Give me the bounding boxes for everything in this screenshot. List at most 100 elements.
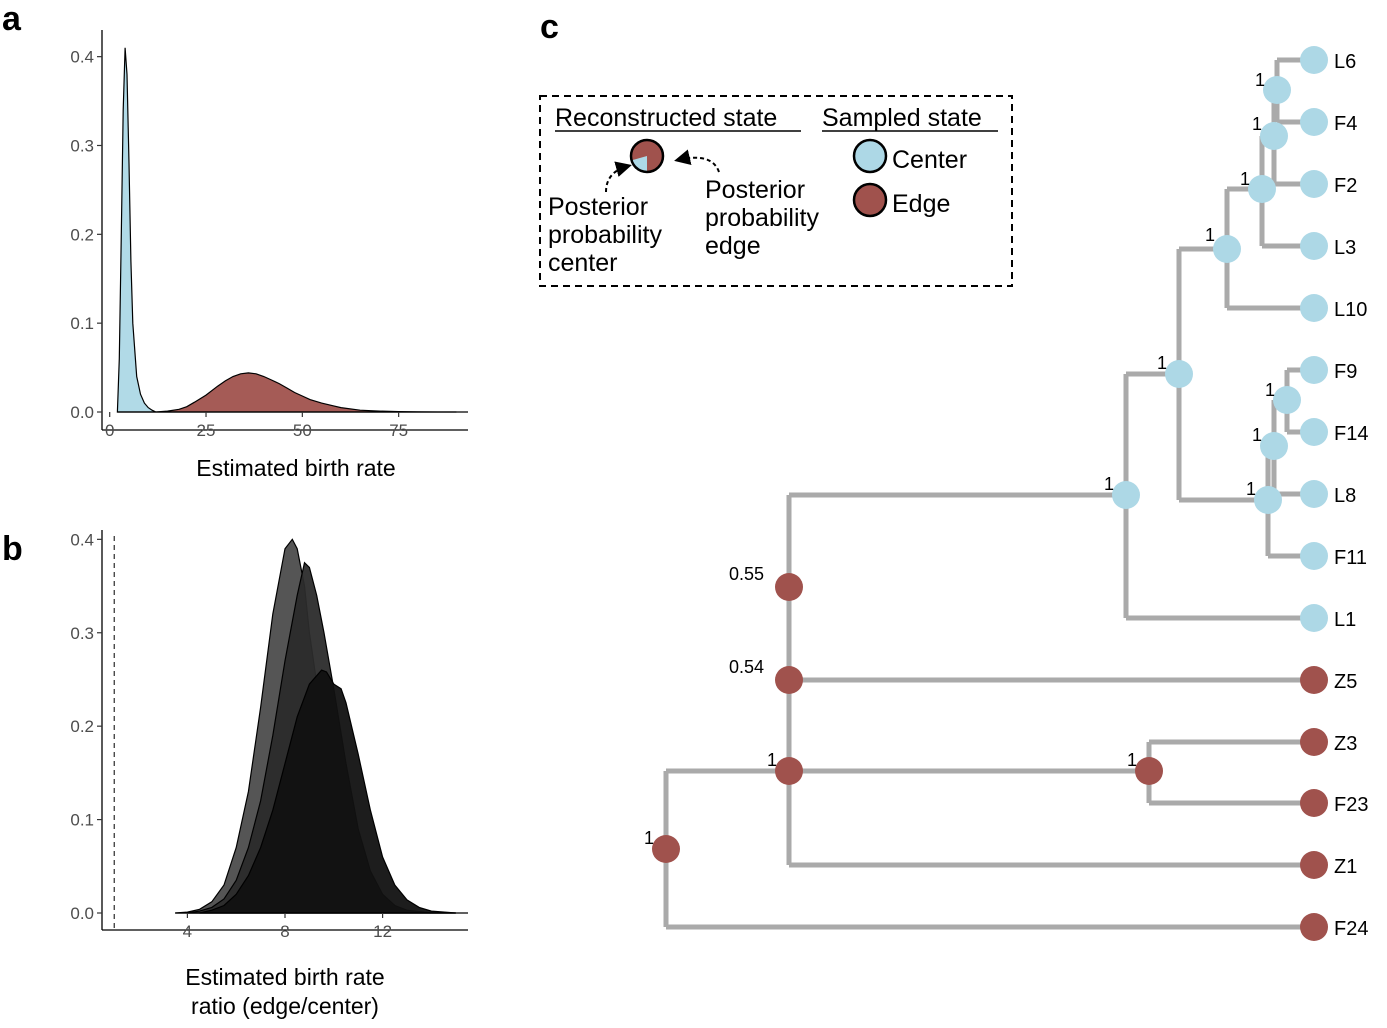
b-xtick-label-1: 8 [280, 922, 289, 941]
node-n12 [1260, 432, 1288, 460]
chart-b-x-label-line2: ratio (edge/center) [191, 993, 379, 1019]
node-n6 [1165, 360, 1193, 388]
tip-point-L1 [1300, 604, 1328, 632]
node-support-n7: 1 [1205, 225, 1215, 245]
tip-point-L6 [1300, 46, 1328, 74]
chart-a-series [116, 47, 468, 413]
chart-b-ticks: 0.0 0.1 0.2 0.3 0.4 4 8 12 [70, 530, 392, 941]
node-support-n9: 1 [1252, 114, 1262, 134]
node-support-n3: 0.54 [729, 657, 764, 677]
tip-label-L6: L6 [1334, 51, 1356, 73]
node-n2 [775, 757, 803, 785]
node-support-n6: 1 [1157, 353, 1167, 373]
a-density-series-0 [116, 47, 157, 413]
node-support-n13: 1 [1265, 380, 1275, 400]
tip-label-L1: L1 [1334, 609, 1356, 631]
tip-label-Z3: Z3 [1334, 733, 1357, 755]
node-support-n10: 1 [1255, 70, 1265, 90]
a-density-series-1 [155, 372, 457, 413]
a-ytick-label-3: 0.3 [70, 136, 94, 155]
node-n1 [652, 835, 680, 863]
tip-point-F4 [1300, 108, 1328, 136]
chart-b: 0.0 0.1 0.2 0.3 0.4 4 8 12 Estimated birth rate… [70, 530, 468, 1019]
a-xtick-label-0: 0 [105, 421, 114, 440]
tip-label-Z1: Z1 [1334, 856, 1357, 878]
b-xtick-label-0: 4 [183, 922, 192, 941]
chart-a-ticks: 0.0 0.1 0.2 0.3 0.4 0 25 50 75 [70, 48, 408, 440]
node-n14 [1135, 757, 1163, 785]
tip-point-F23 [1300, 789, 1328, 817]
tip-label-L10: L10 [1334, 299, 1367, 321]
a-xtick-label-2: 50 [293, 421, 312, 440]
node-n11 [1254, 486, 1282, 514]
node-support-n14: 1 [1127, 750, 1137, 770]
node-n8 [1248, 175, 1276, 203]
node-n5 [1112, 481, 1140, 509]
legend-box [539, 95, 1013, 287]
tip-label-F4: F4 [1334, 113, 1357, 135]
legend-reconstructed-title: Reconstructed state [555, 104, 777, 132]
legend-center-prob-line2: probability [548, 221, 662, 249]
legend-edge-label: Edge [892, 190, 950, 218]
a-xtick-label-1: 25 [197, 421, 216, 440]
chart-b-series [175, 538, 468, 914]
node-n13 [1273, 386, 1301, 414]
node-support-n5: 1 [1104, 474, 1114, 494]
b-ytick-label-2: 0.2 [70, 717, 94, 736]
tip-label-L3: L3 [1334, 237, 1356, 259]
chart-c-tree: L6 F4 F2 L3 L10 F9 F14 L8 F11 L1 Z5 Z3 F23 Z1 F24 1 1 0.… [539, 46, 1368, 941]
legend-pie-outline [629, 138, 665, 174]
panel-label-a: a [2, 0, 22, 38]
legend-pie-center-slice [631, 156, 647, 172]
node-support-n4: 0.55 [729, 564, 764, 584]
node-support-n12: 1 [1252, 425, 1262, 445]
tree-nodes [652, 76, 1301, 863]
tree-support-values: 1 1 0.54 0.55 1 1 1 1 1 1 1 1 1 1 [644, 70, 1275, 848]
legend-edge-prob-line1: Posterior [705, 176, 805, 204]
tip-label-F2: F2 [1334, 175, 1357, 197]
b-ytick-label-0: 0.0 [70, 904, 94, 923]
legend-center-prob-line3: center [548, 249, 617, 277]
b-ytick-label-1: 0.1 [70, 811, 94, 830]
panel-label-c: c [540, 8, 559, 46]
tip-point-Z1 [1300, 851, 1328, 879]
tip-point-F9 [1300, 356, 1328, 384]
a-xtick-label-3: 75 [389, 421, 408, 440]
chart-a-x-label: Estimated birth rate [196, 455, 395, 481]
tip-label-L8: L8 [1334, 485, 1356, 507]
a-ytick-label-1: 0.1 [70, 314, 94, 333]
tip-label-F24: F24 [1334, 918, 1368, 940]
legend-sampled-title: Sampled state [822, 104, 982, 132]
chart-b-x-label-line1: Estimated birth rate [185, 964, 384, 990]
legend-center-label: Center [892, 146, 967, 174]
node-support-n8: 1 [1240, 169, 1250, 189]
tip-point-F14 [1300, 418, 1328, 446]
node-n4 [775, 573, 803, 601]
node-support-n11: 1 [1246, 479, 1256, 499]
node-n10 [1263, 76, 1291, 104]
tip-label-Z5: Z5 [1334, 671, 1357, 693]
tip-point-F24 [1300, 913, 1328, 941]
chart-a: 0.0 0.1 0.2 0.3 0.4 0 25 50 75 Estimated birth r… [70, 30, 468, 481]
tip-label-F9: F9 [1334, 361, 1357, 383]
legend-edge-swatch [852, 182, 888, 218]
a-ytick-label-0: 0.0 [70, 403, 94, 422]
node-n7 [1213, 235, 1241, 263]
b-xtick-label-2: 12 [373, 922, 392, 941]
tip-point-L8 [1300, 480, 1328, 508]
node-support-n1: 1 [644, 828, 654, 848]
node-support-n2: 1 [767, 750, 777, 770]
b-ytick-label-4: 0.4 [70, 530, 94, 549]
legend-center-swatch [852, 138, 888, 174]
node-n3 [775, 666, 803, 694]
tip-point-Z5 [1300, 666, 1328, 694]
legend-center-prob-line1: Posterior [548, 193, 648, 221]
tip-label-F14: F14 [1334, 423, 1368, 445]
tip-point-F2 [1300, 170, 1328, 198]
tip-point-L10 [1300, 294, 1328, 322]
tree-legend: Reconstructed state Sampled state Poster… [539, 95, 1013, 287]
tip-point-Z3 [1300, 728, 1328, 756]
panel-label-b: b [2, 530, 23, 568]
legend-edge-prob-line3: edge [705, 232, 761, 260]
